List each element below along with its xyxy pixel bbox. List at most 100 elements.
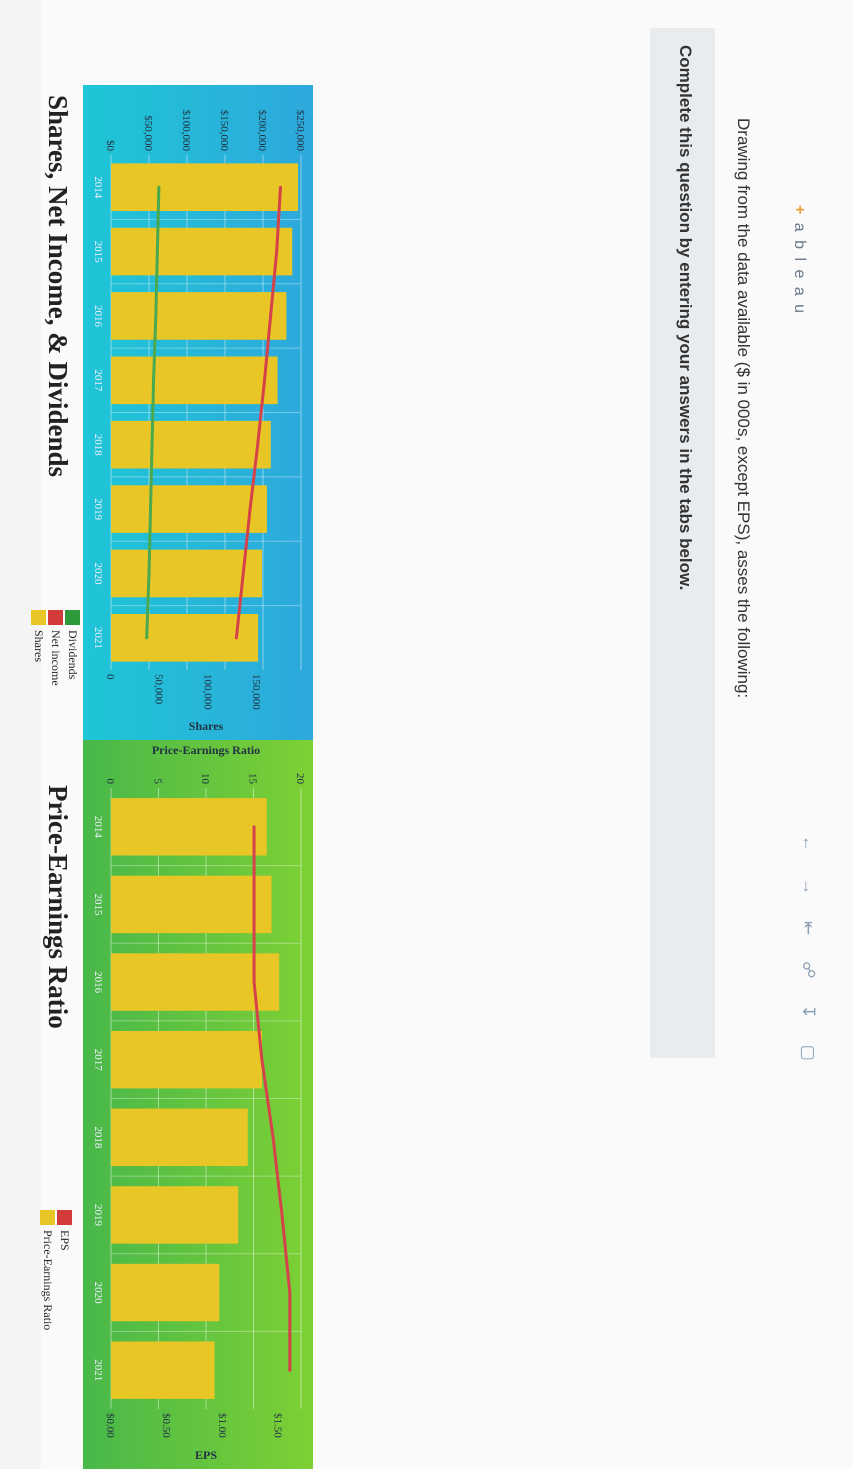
legend-label: Dividends: [66, 630, 80, 680]
question-intro: Drawing from the data available ($ in 00…: [734, 118, 753, 699]
fullscreen-icon[interactable]: ▢: [799, 1044, 818, 1061]
viz-toolbar: ← → ⇤ ☍ ↧ ▢: [798, 835, 818, 1061]
left-chart-legend: Dividends Net income Shares: [30, 610, 81, 686]
left-axis-tick: $150,000: [218, 110, 230, 152]
x-axis-tick: 2020: [92, 1282, 104, 1305]
legend-label: Price-Earnings Ratio: [41, 1230, 55, 1331]
point-2015: [155, 250, 159, 254]
redo-icon[interactable]: →: [799, 878, 818, 895]
right-chart: 20151050$1.50$1.00$0.50$0.00201420152016…: [83, 740, 313, 1469]
question-instruction: Complete this question by entering your …: [676, 45, 695, 591]
x-axis-tick: 2016: [92, 305, 104, 328]
bar-2021: [111, 1341, 215, 1399]
right-axis-tick: $0.00: [104, 1413, 116, 1438]
bar-2016: [111, 292, 287, 340]
right-chart-legend: EPS Price-Earnings Ratio: [39, 1210, 73, 1330]
right-axis-tick: 50,000: [153, 674, 165, 705]
x-axis-tick: 2017: [92, 369, 104, 392]
point-2019: [248, 507, 252, 511]
point-2020: [147, 571, 151, 575]
point-2021: [234, 636, 238, 640]
point-2014: [252, 825, 256, 829]
right-axis-title: Shares: [189, 719, 224, 733]
legend-swatch: [31, 610, 46, 625]
line-net-income: [234, 187, 282, 638]
point-2020: [288, 1291, 292, 1295]
share-icon[interactable]: ☍: [799, 961, 818, 979]
line-dividends: [145, 187, 161, 638]
bar-2020: [111, 1263, 220, 1322]
bar-2018: [111, 1108, 248, 1167]
bar-2019: [111, 1186, 239, 1244]
point-2016: [154, 314, 158, 318]
undo-icon[interactable]: ←: [799, 835, 818, 852]
point-2014: [278, 185, 282, 189]
left-chart-title: Shares, Net Income, & Dividends: [43, 95, 73, 478]
left-axis-tick: 10: [199, 773, 211, 785]
x-axis-tick: 2021: [92, 1359, 104, 1381]
legend-label: Shares: [32, 630, 46, 662]
point-2016: [252, 980, 256, 984]
point-2017: [263, 378, 267, 382]
top-strip: [0, 0, 41, 1469]
bar-2017: [110, 356, 278, 405]
point-2021: [288, 1368, 292, 1372]
legend-item-dividends: Dividends: [64, 610, 81, 686]
bar-2017: [110, 1030, 263, 1089]
left-axis-tick: 20: [294, 773, 306, 785]
line-eps: [252, 826, 292, 1371]
point-2017: [260, 1058, 264, 1062]
x-axis-tick: 2019: [92, 1204, 104, 1227]
left-axis-tick: 15: [247, 773, 259, 785]
bar-2015: [110, 875, 272, 934]
x-axis-tick: 2019: [92, 498, 104, 521]
right-axis-tick: $1.00: [216, 1413, 228, 1438]
revert-icon[interactable]: ⇤: [799, 921, 818, 936]
x-axis-tick: 2018: [92, 1126, 104, 1149]
point-2018: [150, 443, 154, 447]
legend-swatch: [65, 610, 80, 625]
x-axis-tick: 2014: [92, 176, 104, 199]
x-axis-tick: 2017: [92, 1049, 104, 1072]
tableau-plus: +: [791, 205, 808, 217]
legend-item-shares: Shares: [30, 610, 47, 686]
tableau-logo[interactable]: + a b l e a u: [790, 205, 808, 315]
point-2015: [275, 250, 279, 254]
download-icon[interactable]: ↧: [799, 1004, 818, 1019]
x-axis-tick: 2015: [92, 241, 104, 264]
legend-label: Net income: [49, 630, 63, 686]
point-2019: [280, 1213, 284, 1217]
point-2018: [256, 443, 260, 447]
left-axis-tick: 5: [152, 779, 164, 785]
x-axis-tick: 2021: [92, 627, 104, 649]
right-chart-title: Price-Earnings Ratio: [43, 785, 73, 1029]
left-axis-tick: $0: [104, 140, 116, 152]
point-2014: [157, 185, 161, 189]
point-2021: [145, 636, 149, 640]
legend-item-net-income: Net income: [47, 610, 64, 686]
right-axis-tick: 0: [104, 674, 116, 680]
bar-2019: [111, 485, 267, 533]
left-axis-tick: 0: [104, 779, 116, 785]
right-axis-tick: $0.50: [160, 1413, 172, 1438]
right-axis-tick: $1.50: [272, 1413, 284, 1438]
x-axis-tick: 2016: [92, 971, 104, 994]
left-axis-tick: $250,000: [294, 110, 306, 152]
legend-swatch: [48, 610, 63, 625]
x-axis-tick: 2014: [92, 816, 104, 839]
bar-2016: [111, 953, 280, 1011]
left-axis-title: Price-Earnings Ratio: [152, 743, 260, 757]
right-axis-tick: 150,000: [250, 674, 262, 710]
left-axis-tick: $50,000: [142, 115, 154, 151]
legend-item-eps: EPS: [56, 1210, 73, 1330]
point-2016: [269, 314, 273, 318]
legend-swatch: [57, 1210, 72, 1225]
tableau-text: a b l e a u: [791, 222, 808, 316]
instruction-box: Complete this question by entering your …: [650, 28, 715, 1058]
right-axis-title: EPS: [195, 1448, 217, 1462]
bar-2014: [111, 163, 299, 212]
bar-2015: [110, 227, 293, 276]
left-axis-tick: $100,000: [180, 110, 192, 152]
point-2015: [252, 902, 256, 906]
